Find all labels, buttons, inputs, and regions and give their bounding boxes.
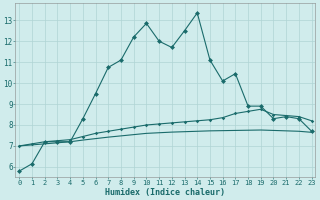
X-axis label: Humidex (Indice chaleur): Humidex (Indice chaleur) (106, 188, 226, 197)
